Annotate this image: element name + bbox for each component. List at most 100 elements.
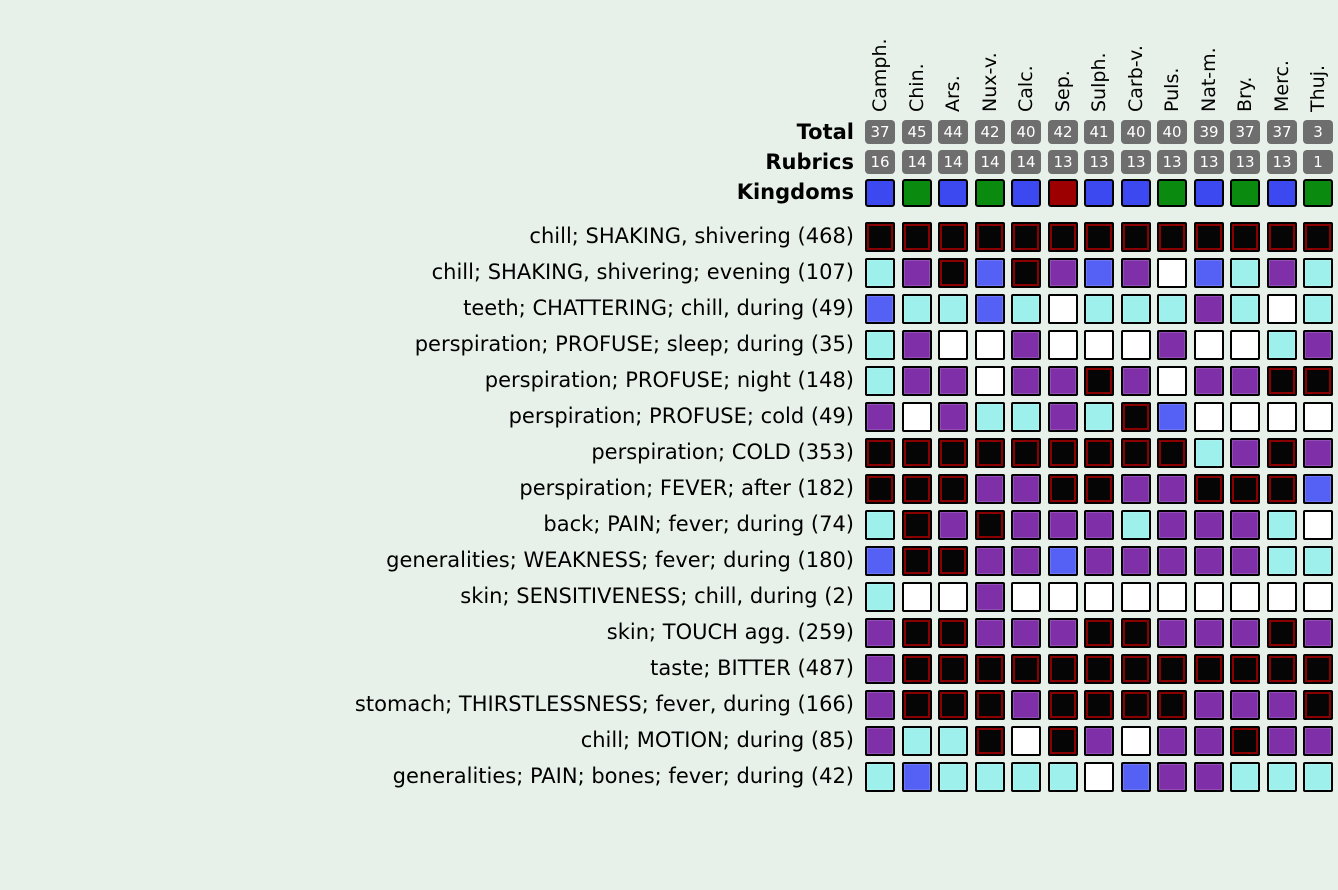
grade-cell[interactable] — [975, 222, 1005, 252]
grade-cell[interactable] — [1230, 402, 1260, 432]
grade-cell[interactable] — [1121, 474, 1151, 504]
grade-cell[interactable] — [1048, 690, 1078, 720]
grade-cell[interactable] — [1230, 330, 1260, 360]
grade-cell[interactable] — [975, 510, 1005, 540]
grade-cell[interactable] — [1048, 654, 1078, 684]
grade-cell[interactable] — [1121, 618, 1151, 648]
grade-cell[interactable] — [1011, 402, 1041, 432]
grade-cell[interactable] — [1048, 582, 1078, 612]
rubric-label[interactable]: chill; SHAKING, shivering; evening (107) — [431, 260, 854, 284]
grade-cell[interactable] — [1011, 258, 1041, 288]
grade-cell[interactable] — [1267, 258, 1297, 288]
grade-cell[interactable] — [1048, 762, 1078, 792]
grade-cell[interactable] — [938, 618, 968, 648]
grade-cell[interactable] — [1121, 582, 1151, 612]
grade-cell[interactable] — [1267, 582, 1297, 612]
grade-cell[interactable] — [975, 726, 1005, 756]
grade-cell[interactable] — [1157, 618, 1187, 648]
grade-cell[interactable] — [1194, 474, 1224, 504]
grade-cell[interactable] — [975, 294, 1005, 324]
grade-cell[interactable] — [1194, 618, 1224, 648]
grade-cell[interactable] — [1303, 402, 1333, 432]
grade-cell[interactable] — [1011, 510, 1041, 540]
grade-cell[interactable] — [902, 726, 932, 756]
grade-cell[interactable] — [1194, 546, 1224, 576]
grade-cell[interactable] — [865, 294, 895, 324]
grade-cell[interactable] — [1084, 402, 1114, 432]
grade-cell[interactable] — [1194, 330, 1224, 360]
grade-cell[interactable] — [865, 654, 895, 684]
grade-cell[interactable] — [902, 546, 932, 576]
grade-cell[interactable] — [1084, 474, 1114, 504]
grade-cell[interactable] — [1303, 546, 1333, 576]
rubric-label[interactable]: skin; SENSITIVENESS; chill, during (2) — [460, 584, 854, 608]
grade-cell[interactable] — [1267, 402, 1297, 432]
grade-cell[interactable] — [1194, 222, 1224, 252]
grade-cell[interactable] — [1084, 510, 1114, 540]
grade-cell[interactable] — [938, 474, 968, 504]
grade-cell[interactable] — [865, 618, 895, 648]
grade-cell[interactable] — [1084, 762, 1114, 792]
grade-cell[interactable] — [1011, 546, 1041, 576]
grade-cell[interactable] — [938, 726, 968, 756]
grade-cell[interactable] — [1157, 474, 1187, 504]
grade-cell[interactable] — [1084, 438, 1114, 468]
grade-cell[interactable] — [1267, 762, 1297, 792]
grade-cell[interactable] — [865, 258, 895, 288]
grade-cell[interactable] — [938, 330, 968, 360]
grade-cell[interactable] — [1048, 294, 1078, 324]
grade-cell[interactable] — [1121, 762, 1151, 792]
grade-cell[interactable] — [1267, 222, 1297, 252]
grade-cell[interactable] — [1157, 726, 1187, 756]
grade-cell[interactable] — [902, 258, 932, 288]
grade-cell[interactable] — [938, 438, 968, 468]
grade-cell[interactable] — [1084, 222, 1114, 252]
grade-cell[interactable] — [902, 654, 932, 684]
grade-cell[interactable] — [1084, 330, 1114, 360]
grade-cell[interactable] — [1121, 258, 1151, 288]
grade-cell[interactable] — [1303, 726, 1333, 756]
grade-cell[interactable] — [1011, 654, 1041, 684]
grade-cell[interactable] — [975, 366, 1005, 396]
grade-cell[interactable] — [902, 510, 932, 540]
grade-cell[interactable] — [1121, 654, 1151, 684]
grade-cell[interactable] — [1194, 258, 1224, 288]
grade-cell[interactable] — [1048, 474, 1078, 504]
grade-cell[interactable] — [1011, 222, 1041, 252]
grade-cell[interactable] — [865, 582, 895, 612]
grade-cell[interactable] — [938, 366, 968, 396]
grade-cell[interactable] — [865, 438, 895, 468]
grade-cell[interactable] — [1048, 222, 1078, 252]
grade-cell[interactable] — [1267, 510, 1297, 540]
grade-cell[interactable] — [865, 330, 895, 360]
grade-cell[interactable] — [1084, 258, 1114, 288]
grade-cell[interactable] — [1303, 366, 1333, 396]
grade-cell[interactable] — [1194, 402, 1224, 432]
grade-cell[interactable] — [1011, 366, 1041, 396]
grade-cell[interactable] — [1267, 366, 1297, 396]
grade-cell[interactable] — [1121, 366, 1151, 396]
grade-cell[interactable] — [902, 330, 932, 360]
grade-cell[interactable] — [1121, 330, 1151, 360]
rubric-label[interactable]: perspiration; PROFUSE; cold (49) — [508, 404, 854, 428]
grade-cell[interactable] — [1011, 582, 1041, 612]
grade-cell[interactable] — [1303, 762, 1333, 792]
grade-cell[interactable] — [975, 618, 1005, 648]
grade-cell[interactable] — [1230, 510, 1260, 540]
grade-cell[interactable] — [1230, 222, 1260, 252]
grade-cell[interactable] — [902, 582, 932, 612]
grade-cell[interactable] — [1048, 510, 1078, 540]
grade-cell[interactable] — [1230, 366, 1260, 396]
grade-cell[interactable] — [1267, 474, 1297, 504]
grade-cell[interactable] — [1303, 438, 1333, 468]
rubric-label[interactable]: skin; TOUCH agg. (259) — [606, 620, 854, 644]
grade-cell[interactable] — [1194, 366, 1224, 396]
grade-cell[interactable] — [902, 438, 932, 468]
grade-cell[interactable] — [1157, 762, 1187, 792]
grade-cell[interactable] — [975, 546, 1005, 576]
grade-cell[interactable] — [1267, 330, 1297, 360]
grade-cell[interactable] — [975, 258, 1005, 288]
remedy-name-3[interactable]: Nux-v. — [979, 52, 1001, 112]
grade-cell[interactable] — [1194, 294, 1224, 324]
grade-cell[interactable] — [902, 366, 932, 396]
